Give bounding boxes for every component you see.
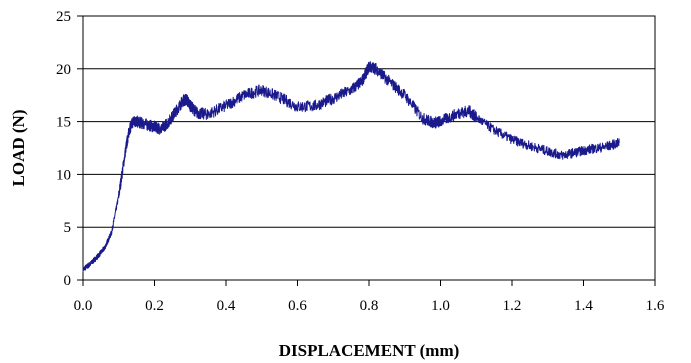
x-tick-label: 0.8: [360, 298, 379, 314]
y-axis-ticks: 0 5 10 15 20 25: [56, 9, 83, 289]
x-axis-title: DISPLACEMENT (mm): [279, 341, 460, 360]
x-tick-label: 0.6: [288, 298, 307, 314]
x-axis-ticks: 0.0 0.2 0.4 0.6 0.8 1.0 1.2 1.4 1.6: [74, 280, 665, 314]
y-tick-label: 25: [56, 9, 71, 25]
x-tick-label: 0.0: [74, 298, 93, 314]
y-tick-label: 0: [64, 273, 72, 289]
y-tick-label: 5: [64, 220, 72, 236]
y-axis-title: LOAD (N): [9, 110, 28, 187]
x-tick-label: 1.0: [431, 298, 450, 314]
x-tick-label: 1.6: [646, 298, 665, 314]
y-tick-label: 15: [56, 115, 71, 131]
x-tick-label: 1.2: [503, 298, 522, 314]
x-tick-label: 0.4: [217, 298, 236, 314]
x-tick-label: 1.4: [574, 298, 593, 314]
y-tick-label: 10: [56, 167, 71, 183]
series-layer: [82, 61, 620, 273]
x-tick-label: 0.2: [145, 298, 164, 314]
grid-lines: [83, 68, 655, 228]
y-tick-label: 20: [56, 62, 71, 78]
plot-frame: [82, 15, 656, 281]
series-line-0: [82, 61, 620, 273]
